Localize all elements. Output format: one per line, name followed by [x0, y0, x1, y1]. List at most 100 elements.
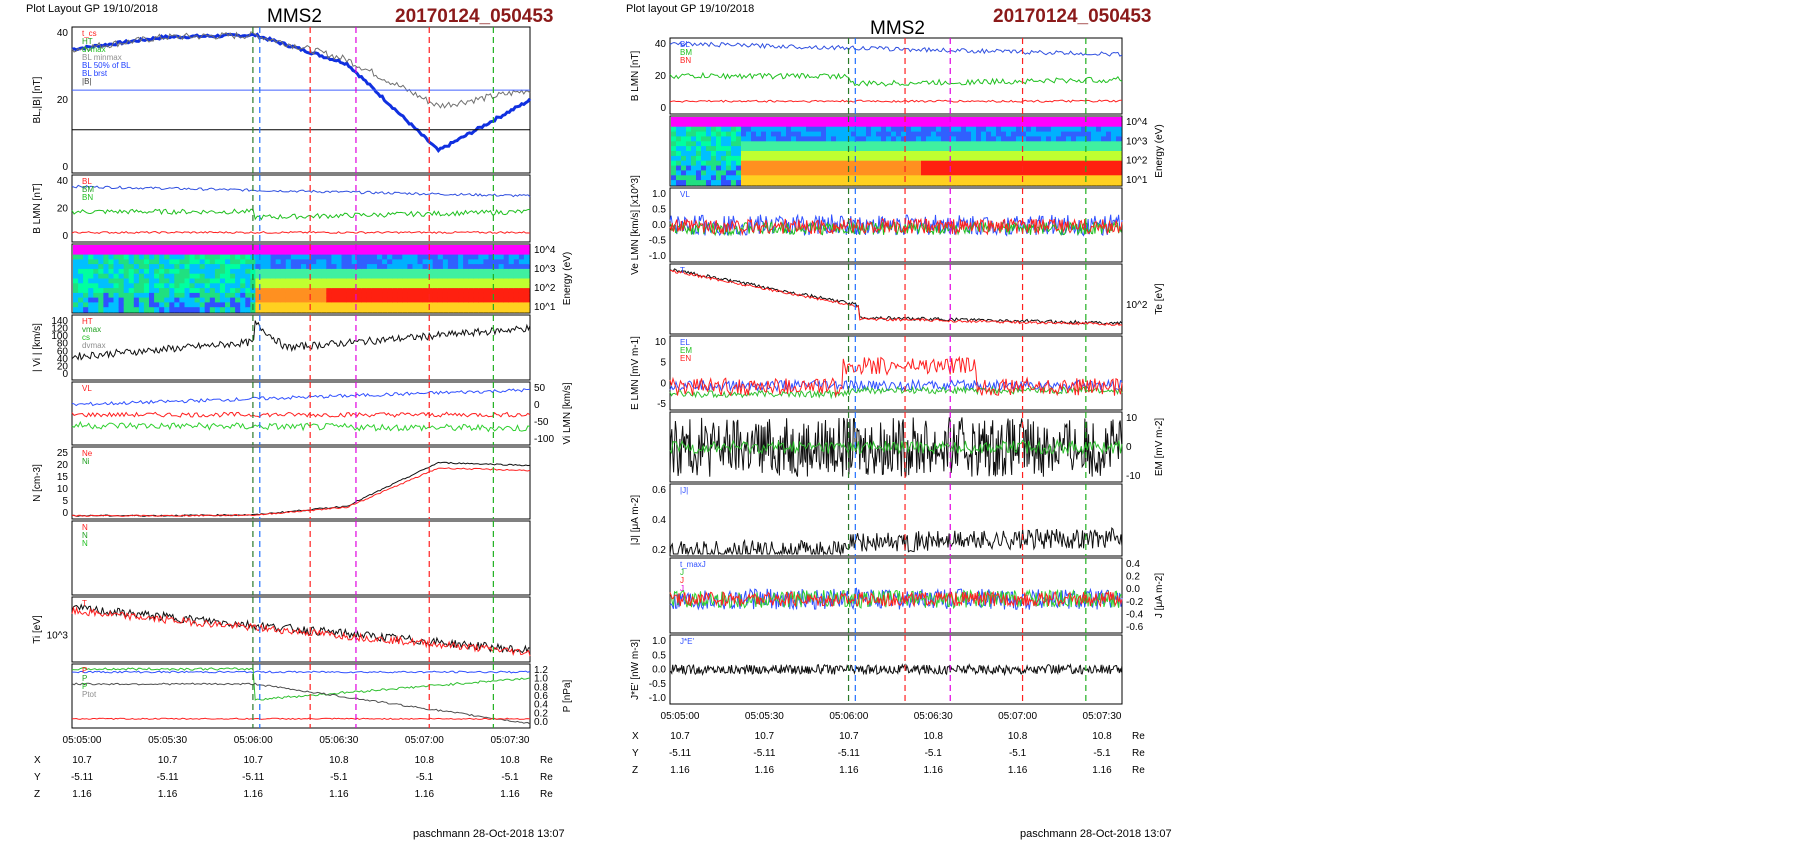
left-panel-2-spectrogram-cell: [361, 278, 368, 284]
right-panel-1-spectrogram-cell: [991, 155, 997, 162]
right-panel-1-spectrogram-cell: [731, 117, 737, 123]
right-panel-1-spectrogram-cell: [851, 146, 857, 152]
left-panel-2-spectrogram-cell: [397, 278, 403, 284]
left-panel-2-spectrogram-cell: [442, 292, 449, 299]
left-panel-2-spectrogram-cell: [488, 307, 495, 313]
right-panel-1-spectrogram-cell: [766, 155, 772, 162]
right-panel-1-spectrogram-cell: [911, 175, 917, 181]
left-panel-2-spectrogram-cell: [513, 254, 520, 260]
left-panel-2-spectrogram-cell: [371, 283, 378, 289]
left-panel-2-spectrogram-cell: [240, 264, 246, 270]
right-panel-1-spectrogram-cell: [766, 165, 772, 172]
left-panel-tick-label: 100: [51, 331, 68, 342]
left-panel-2-spectrogram-cell: [88, 259, 94, 265]
left-panel-2-spectrogram-cell: [285, 302, 292, 308]
left-panel-2-spectrogram-cell: [361, 288, 368, 294]
right-panel-1-spectrogram-cell: [746, 141, 752, 147]
left-panel-2-spectrogram-cell: [488, 268, 495, 275]
right-panel-1-spectrogram-cell: [771, 170, 777, 176]
left-panel-8-series-0: [72, 670, 531, 674]
left-panel-2-spectrogram-cell: [143, 283, 150, 289]
left-panel-2-spectrogram-cell: [83, 264, 89, 270]
left-panel-2-spectrogram-cell: [458, 302, 464, 308]
right-panel-1-spectrogram-cell: [876, 155, 882, 162]
right-panel-1-spectrogram-cell: [771, 160, 777, 167]
right-panel-1-spectrogram-cell: [816, 151, 822, 157]
right-panel-1-spectrogram-cell: [971, 141, 977, 147]
left-panel-2-spectrogram-cell: [427, 278, 434, 284]
right-panel-1-spectrogram-cell: [1091, 146, 1097, 152]
right-panel-1-spectrogram-cell: [901, 160, 907, 167]
right-panel-1-spectrogram-cell: [986, 126, 992, 133]
right-panel-1-spectrogram-cell: [701, 117, 707, 123]
right-panel-1-spectrogram-cell: [681, 151, 687, 157]
right-panel-1-spectrogram-cell: [766, 180, 772, 186]
right-panel-legend-entry: BM: [680, 48, 692, 57]
right-panel-1-spectrogram-cell: [1111, 141, 1117, 147]
left-panel-2-spectrogram-cell: [174, 254, 180, 260]
right-panel-1-spectrogram-cell: [961, 131, 967, 138]
left-panel-2-spectrogram-cell: [437, 273, 444, 280]
left-panel-2-spectrogram-cell: [184, 297, 191, 303]
left-panel-2-spectrogram-cell: [164, 278, 170, 284]
left-panel-1-series-0: [71, 184, 531, 198]
right-panel-ylabel: E LMN [mV m-1]: [630, 336, 641, 410]
right-panel-1-spectrogram-cell: [761, 155, 767, 162]
right-panel-1-spectrogram-cell: [896, 155, 902, 162]
right-panel-1-spectrogram-cell: [671, 141, 677, 147]
right-panel-1-spectrogram-cell: [1056, 136, 1062, 142]
left-panel-2-spectrogram-cell: [483, 283, 490, 289]
right-panel-1-spectrogram-cell: [891, 126, 897, 133]
left-panel-2-spectrogram-cell: [103, 264, 110, 270]
left-panel-2-spectrogram-cell: [83, 278, 89, 284]
right-panel-1-spectrogram-cell: [871, 175, 877, 181]
left-panel-2-spectrogram-cell: [194, 249, 201, 256]
left-panel-2-spectrogram-cell: [204, 288, 211, 294]
right-panel-1-spectrogram-cell: [926, 180, 932, 186]
right-panel-1-spectrogram-cell: [756, 175, 762, 181]
left-panel-2-spectrogram-cell: [204, 254, 211, 260]
right-panel-1-spectrogram-cell: [911, 165, 917, 172]
left-panel-legend-entry: P: [82, 682, 87, 691]
left-panel-2-spectrogram-cell: [154, 297, 160, 303]
right-panel-1-spectrogram-cell: [966, 136, 972, 142]
left-panel-2-spectrogram-cell: [113, 264, 120, 270]
left-panel-2-spectrogram-cell: [488, 245, 495, 251]
right-panel-1-spectrogram-cell: [1066, 131, 1072, 138]
right-ephem-value: -5.1: [1093, 748, 1111, 759]
left-panel-2-spectrogram-cell: [138, 245, 145, 251]
right-panel-1-spectrogram-cell: [826, 155, 832, 162]
right-panel-1-spectrogram-cell: [946, 146, 952, 152]
left-panel-2-spectrogram-cell: [377, 283, 383, 289]
right-panel-1-spectrogram-cell: [791, 146, 797, 152]
right-panel-1-spectrogram-cell: [736, 146, 742, 152]
right-panel-4-series-0: [669, 378, 1123, 393]
left-panel-legend-entry: Ni: [82, 457, 90, 466]
right-panel-1-spectrogram-cell: [891, 117, 897, 123]
right-panel-1-spectrogram-cell: [1046, 165, 1052, 172]
right-panel-1-spectrogram-cell: [856, 117, 862, 123]
left-panel-2-spectrogram-cell: [351, 249, 358, 256]
right-panel-1-spectrogram-cell: [711, 141, 717, 147]
right-panel-1-spectrogram-cell: [991, 121, 997, 128]
right-panel-1-spectrogram-cell: [851, 175, 857, 181]
left-panel-2-spectrogram-cell: [518, 254, 525, 260]
left-panel-2-spectrogram-cell: [493, 297, 500, 303]
right-panel-1-spectrogram-cell: [781, 155, 787, 162]
right-panel-1-spectrogram-cell: [821, 160, 827, 167]
left-panel-2-spectrogram-cell: [204, 249, 211, 256]
left-panel-2-spectrogram-cell: [346, 297, 353, 303]
right-panel-1-spectrogram-cell: [671, 180, 677, 186]
left-panel-2-spectrogram-cell: [123, 259, 130, 265]
left-panel-2-spectrogram-cell: [503, 259, 510, 265]
right-panel-1-spectrogram-cell: [851, 117, 857, 123]
right-panel-1-spectrogram-cell: [876, 136, 882, 142]
left-panel-2-spectrogram-cell: [508, 307, 515, 313]
left-panel-2-spectrogram-cell: [204, 283, 211, 289]
right-panel-1-spectrogram-cell: [841, 117, 847, 123]
right-panel-1-spectrogram-cell: [896, 151, 902, 157]
right-panel-1-spectrogram-cell: [901, 141, 907, 147]
right-panel-1-spectrogram-cell: [1046, 146, 1052, 152]
right-panel-1-spectrogram-cell: [701, 136, 707, 142]
right-panel-1-spectrogram-cell: [741, 136, 747, 142]
